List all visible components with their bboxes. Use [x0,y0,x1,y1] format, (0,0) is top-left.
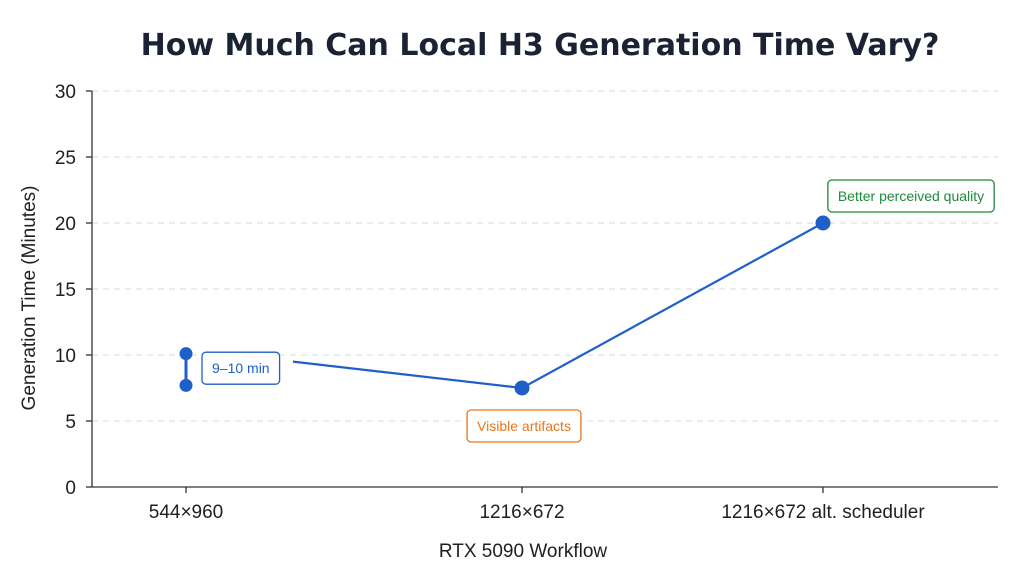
axes [86,90,998,493]
x-tick-label: 544×960 [149,502,224,523]
range-low-point [179,378,193,392]
annotation-text: Visible artifacts [477,418,571,434]
y-tick-label: 30 [55,82,76,103]
annotation-label: 9–10 min [201,351,281,385]
annotation-label: Visible artifacts [466,409,582,443]
range-high-point [179,347,193,361]
data-point [815,215,831,231]
series-line [292,222,824,390]
y-tick-label: 25 [55,148,76,169]
x-tick-label: 1216×672 alt. scheduler [721,502,925,523]
annotations: 9–10 min Visible artifacts Better perceive… [201,179,995,443]
annotation-label: Better perceived quality [827,179,995,213]
chart-title: How Much Can Local H3 Generation Time Va… [141,28,940,63]
annotation-box [201,351,281,385]
annotation-box [827,179,995,213]
y-tick-label: 5 [65,412,76,433]
tick-labels: 0 5 10 15 20 25 30 544×960 1216×672 1216×672 alt.… [55,82,925,523]
data-point [514,380,530,396]
y-axis-title: Generation Time (Minutes) [19,186,40,411]
y-tick-label: 20 [55,214,76,235]
x-tick-label: 1216×672 [479,502,564,523]
x-axis-title: RTX 5090 Workflow [439,541,608,562]
annotation-text: 9–10 min [212,360,270,376]
y-tick-label: 15 [55,280,76,301]
y-tick-label: 10 [55,346,76,367]
annotation-box [466,409,582,443]
annotation-text: Better perceived quality [838,188,984,204]
series [179,215,831,396]
y-tick-label: 0 [65,478,76,499]
